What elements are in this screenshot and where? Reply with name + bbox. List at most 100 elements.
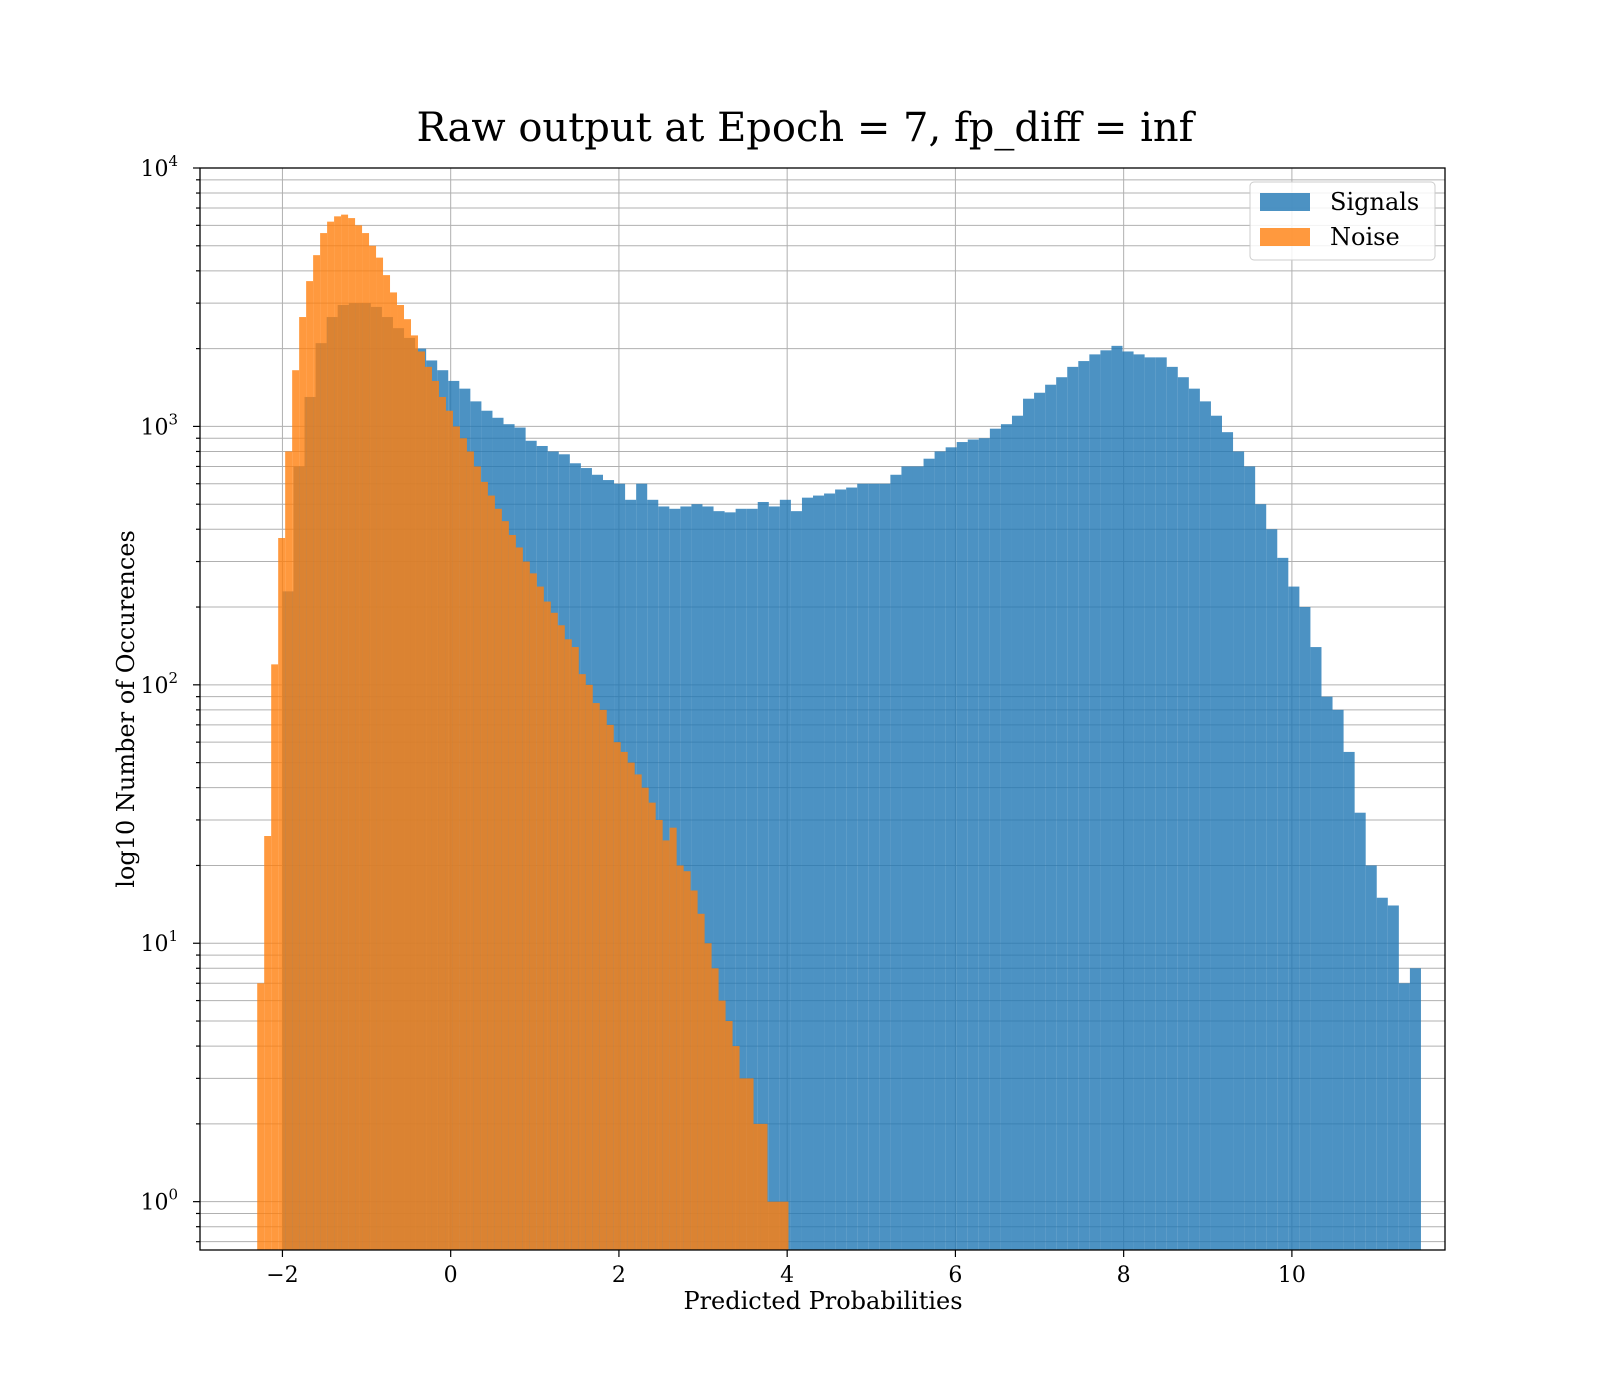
noise-bar [431,380,439,1251]
signals-bar [1409,968,1421,1250]
signals-bar [713,511,725,1250]
legend-label-noise: Noise [1330,223,1400,251]
plot-area-frame [199,167,1446,1251]
noise-bar [536,586,544,1250]
signals-bar [1034,392,1046,1251]
y-tick-label: 101 [140,927,178,957]
noise-bar [641,787,649,1250]
signals-bar [1188,388,1200,1250]
signals-bar [702,506,714,1251]
histogram-bars [257,214,1421,1251]
noise-bar [767,1201,775,1250]
noise-bar [634,774,642,1250]
noise-bar [376,257,384,1250]
x-tick-label: 8 [1117,1263,1131,1288]
noise-bar [606,724,614,1250]
noise-bar [753,1123,761,1250]
legend-swatch-signals [1260,193,1310,211]
noise-bar [704,943,712,1250]
signals-bar [923,458,935,1250]
signals-bar [1343,751,1355,1250]
signals-bar [1266,529,1278,1250]
legend-swatch-noise [1260,228,1310,246]
signals-bar [1221,432,1234,1250]
noise-bar [334,216,342,1251]
signals-bar [724,512,736,1250]
signals-bar [1023,398,1035,1250]
noise-bar [383,275,391,1250]
noise-bar [655,819,663,1250]
signals-bar [691,504,703,1250]
noise-bar [732,1046,740,1250]
noise-bar [592,703,600,1250]
signals-bar [1177,377,1189,1251]
signals-bar [1288,586,1300,1250]
noise-bar [627,762,635,1250]
noise-bar [362,233,370,1250]
noise-bar [718,1000,726,1250]
signals-bar [790,511,802,1250]
noise-bar [550,612,558,1250]
legend: Signals Noise [1249,181,1436,261]
noise-bar [697,913,705,1250]
signals-bar [1255,504,1267,1250]
x-tick-label: 2 [612,1263,626,1288]
noise-bar [543,601,551,1250]
signals-bar [989,428,1001,1250]
y-tick-label: 100 [140,1186,178,1216]
noise-bar [473,466,481,1250]
noise-bar [501,521,509,1250]
signals-bar [934,451,946,1250]
signals-bar [879,483,891,1250]
noise-bar [683,871,691,1250]
noise-bar [648,802,656,1250]
signals-bar [1199,401,1211,1250]
signals-bar [978,438,990,1250]
noise-bar [404,319,411,1250]
signals-bar [945,447,957,1250]
noise-bar [285,451,293,1250]
signals-bar [1376,897,1388,1250]
signals-bar [1332,709,1344,1250]
signals-bar [1133,354,1145,1250]
chart-title: Raw output at Epoch = 7, fp_diff = inf [417,105,1197,151]
noise-bar [445,410,453,1251]
noise-bar [341,214,349,1250]
noise-bar [271,664,279,1250]
noise-bar [320,233,328,1250]
signals-bar [757,501,769,1250]
noise-bar [746,1078,754,1250]
signals-bar [1365,865,1377,1250]
signals-bar [1210,415,1222,1250]
x-tick-label: 6 [948,1263,962,1288]
noise-bar [264,836,272,1250]
signals-bar [1089,354,1101,1250]
signals-bar [746,508,758,1250]
y-axis-label: log10 Number of Occurences [112,530,140,888]
noise-bar [557,625,565,1250]
signals-bar [846,487,858,1250]
signals-bar [1310,647,1322,1250]
signals-bar [1045,384,1057,1251]
signals-bar [868,483,880,1250]
noise-bar [508,535,516,1250]
noise-bar [613,742,621,1250]
signals-bar [1354,812,1366,1250]
signals-bar [735,508,747,1250]
signals-bar [813,495,825,1250]
signals-bar [768,506,780,1251]
x-tick-label: 0 [444,1263,458,1288]
noise-bar [410,335,418,1251]
noise-bar [355,225,363,1250]
axis-ticks: −2 0 2 4 6 8 10 100 101 102 103 104 [140,152,1305,1288]
x-tick-label: 10 [1278,1263,1306,1288]
noise-bar [348,218,356,1251]
noise-bar [459,438,467,1250]
noise-bar [578,674,586,1250]
noise-bar [529,573,537,1250]
signals-bar [1056,377,1068,1251]
signals-bar [1000,424,1012,1250]
noise-bar [299,317,307,1250]
noise-bar [760,1123,768,1250]
noise-bar [487,495,495,1250]
